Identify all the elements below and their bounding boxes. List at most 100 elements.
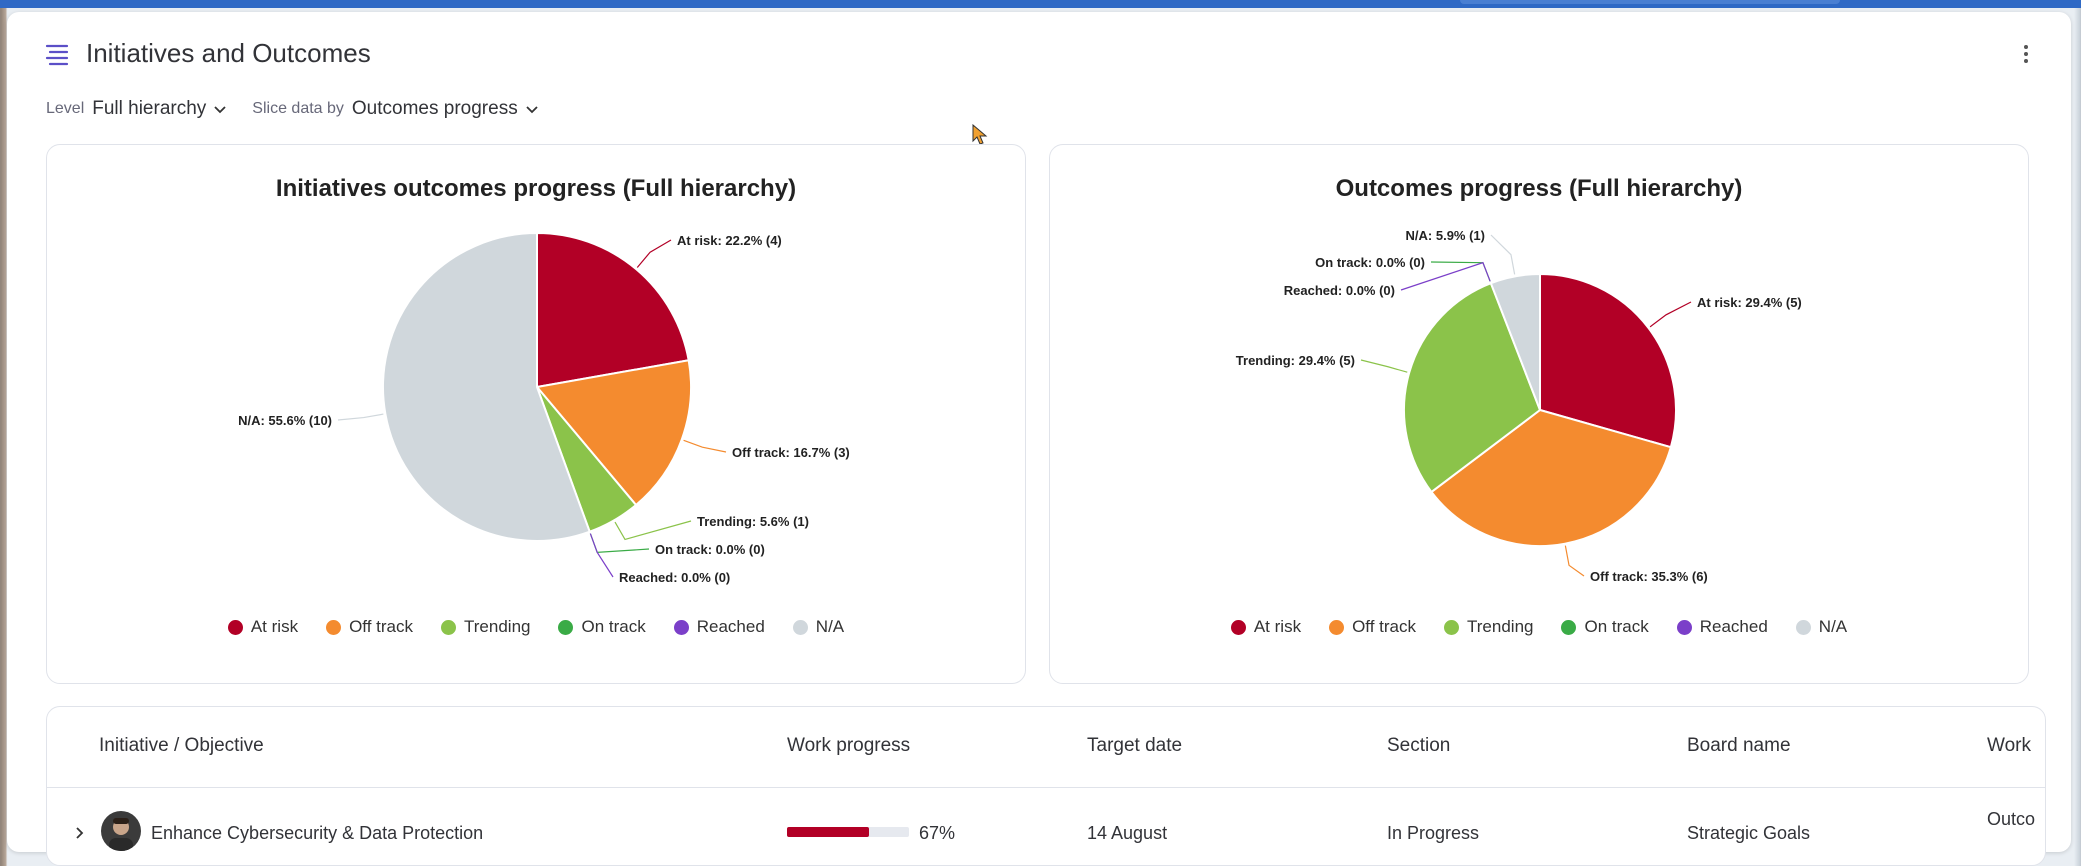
data-label: On track: 0.0% (0) bbox=[1315, 255, 1425, 270]
data-label: N/A: 5.9% (1) bbox=[1406, 228, 1485, 243]
initiative-name[interactable]: Enhance Cybersecurity & Data Protection bbox=[151, 823, 484, 843]
legend-dot-icon bbox=[558, 619, 574, 635]
chart-title: Initiatives outcomes progress (Full hier… bbox=[275, 175, 797, 202]
legend-item[interactable]: Trending bbox=[1444, 617, 1533, 637]
legend-dot-icon bbox=[673, 619, 689, 635]
initiatives-chart-panel: Initiatives outcomes progress (Full hier… bbox=[46, 144, 1026, 684]
legend-item[interactable]: Off track bbox=[1329, 617, 1416, 637]
legend-dot-icon bbox=[792, 619, 808, 635]
legend-label: Trending bbox=[464, 617, 531, 636]
chart-legend: At risk Off track Trending On track Reached N… bbox=[1050, 617, 2028, 637]
legend-dot-icon bbox=[441, 619, 457, 635]
chevron-right-icon[interactable] bbox=[71, 825, 87, 841]
chevron-down-icon[interactable] bbox=[212, 101, 228, 117]
target-date: 14 August bbox=[1087, 823, 1168, 843]
data-label: At risk: 22.2% (4) bbox=[677, 233, 782, 248]
legend-label: Off track bbox=[349, 617, 414, 636]
legend-dot-icon bbox=[1444, 619, 1460, 635]
legend-item[interactable]: At risk bbox=[227, 617, 299, 637]
legend-item[interactable]: Trending bbox=[441, 617, 530, 637]
pie-slice-off-track[interactable] bbox=[535, 359, 692, 507]
legend-dot-icon bbox=[227, 619, 243, 635]
legend-item[interactable]: On track bbox=[1561, 617, 1649, 637]
data-label: Off track: 35.3% (6) bbox=[1590, 569, 1708, 584]
mouse-cursor-icon bbox=[972, 124, 988, 145]
pie-slice-at-risk[interactable] bbox=[1539, 272, 1677, 449]
legend-label: At risk bbox=[250, 617, 299, 636]
leader-line bbox=[1400, 261, 1491, 291]
pie-slice-trending[interactable] bbox=[1403, 281, 1542, 494]
leader-line bbox=[1430, 261, 1491, 282]
legend-dot-icon bbox=[1676, 619, 1692, 635]
work-cell: Outco bbox=[1987, 809, 2036, 829]
chart-title: Outcomes progress (Full hierarchy) bbox=[1335, 175, 1743, 202]
chart-legend: At risk Off track Trending On track Reached N… bbox=[47, 617, 1025, 637]
legend-item[interactable]: Reached bbox=[673, 617, 765, 637]
leader-line bbox=[614, 520, 692, 541]
legend-item[interactable]: Off track bbox=[326, 617, 413, 637]
legend-label: Off track bbox=[1352, 617, 1417, 636]
data-label: On track: 0.0% (0) bbox=[655, 542, 765, 557]
legend-item[interactable]: On track bbox=[558, 617, 646, 637]
data-label: Reached: 0.0% (0) bbox=[619, 570, 730, 585]
avatar bbox=[101, 811, 141, 851]
column-header[interactable]: Initiative / Objective bbox=[99, 735, 264, 756]
legend-label: Reached bbox=[696, 617, 765, 636]
legend-item[interactable]: N/A bbox=[792, 617, 845, 637]
leader-line bbox=[337, 413, 384, 421]
top-bar bbox=[0, 0, 2081, 8]
slice-dropdown[interactable]: Outcomes progress bbox=[351, 98, 518, 119]
legend-item[interactable]: Reached bbox=[1676, 617, 1768, 637]
legend-dot-icon bbox=[1561, 619, 1577, 635]
top-search-pill[interactable] bbox=[1460, 0, 1840, 4]
column-header[interactable]: Target date bbox=[1087, 735, 1183, 756]
hierarchy-icon bbox=[45, 44, 69, 66]
column-header[interactable]: Work progress bbox=[787, 735, 911, 756]
initiatives-table: Initiative / Objective Work progress Tar… bbox=[46, 706, 2046, 866]
header-divider bbox=[47, 787, 2045, 788]
data-label: N/A: 55.6% (10) bbox=[238, 413, 332, 428]
outcomes-pie-chart: At risk: 29.4% (5) Off track: 35.3% (6) Tr… bbox=[1236, 228, 1802, 584]
leader-line bbox=[589, 533, 614, 578]
legend-label: At risk bbox=[1253, 617, 1302, 636]
work-progress-bar bbox=[787, 827, 909, 837]
data-label: Reached: 0.0% (0) bbox=[1284, 283, 1395, 298]
legend-dot-icon bbox=[1230, 619, 1246, 635]
chevron-down-icon[interactable] bbox=[524, 101, 540, 117]
column-header[interactable]: Work bbox=[1987, 735, 2031, 756]
legend-dot-icon bbox=[326, 619, 342, 635]
legend-dot-icon bbox=[1795, 619, 1811, 635]
column-header[interactable]: Section bbox=[1387, 735, 1451, 756]
data-label: At risk: 29.4% (5) bbox=[1697, 295, 1802, 310]
leader-line bbox=[683, 439, 727, 453]
legend-label: N/A bbox=[1818, 617, 1848, 636]
more-options-icon[interactable] bbox=[2018, 42, 2034, 66]
work-progress-fill bbox=[787, 827, 869, 837]
legend-dot-icon bbox=[1329, 619, 1345, 635]
page-title: Initiatives and Outcomes bbox=[86, 38, 371, 68]
legend-label: N/A bbox=[815, 617, 845, 636]
legend-label: Trending bbox=[1467, 617, 1534, 636]
pie-slice-n-a[interactable] bbox=[382, 231, 591, 542]
pie-slice-at-risk[interactable] bbox=[536, 231, 690, 389]
legend-item[interactable]: N/A bbox=[1795, 617, 1848, 637]
work-progress-value: 67% bbox=[919, 823, 956, 843]
pie-slice-n-a[interactable] bbox=[1489, 272, 1541, 411]
leader-line bbox=[1649, 301, 1692, 328]
outcomes-chart-panel: Outcomes progress (Full hierarchy) At ri… bbox=[1049, 144, 2029, 684]
legend-label: On track bbox=[581, 617, 646, 636]
data-label: Off track: 16.7% (3) bbox=[732, 445, 850, 460]
data-label: Trending: 29.4% (5) bbox=[1236, 353, 1355, 368]
level-dropdown[interactable]: Full hierarchy bbox=[92, 98, 207, 119]
pie-slice-off-track[interactable] bbox=[1430, 408, 1673, 547]
legend-label: On track bbox=[1584, 617, 1649, 636]
data-label: Trending: 5.6% (1) bbox=[697, 514, 809, 529]
leader-line bbox=[1360, 359, 1408, 373]
column-header[interactable]: Board name bbox=[1687, 735, 1791, 756]
level-label: Level bbox=[46, 100, 85, 117]
filters-bar: Level Full hierarchy Slice data by Outco… bbox=[46, 98, 564, 120]
legend-item[interactable]: At risk bbox=[1230, 617, 1302, 637]
leader-line bbox=[1564, 545, 1585, 577]
board-name: Strategic Goals bbox=[1687, 823, 1811, 843]
initiatives-pie-chart: At risk: 22.2% (4) Off track: 16.7% (3) Tr… bbox=[238, 231, 850, 585]
